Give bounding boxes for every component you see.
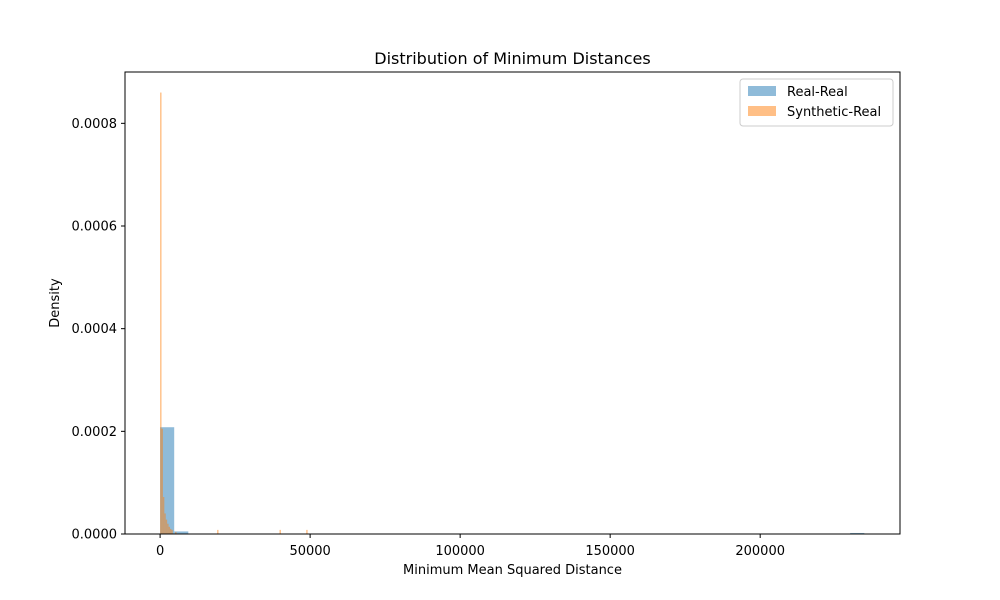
bar-synthetic-real-12 — [306, 529, 308, 534]
bar-synthetic-real-7 — [169, 528, 172, 534]
legend-swatch-synthetic-real — [748, 106, 776, 116]
bar-synthetic-real-8 — [171, 529, 173, 534]
bars-layer — [160, 92, 865, 535]
x-tick-label: 0 — [156, 544, 164, 559]
bar-synthetic-real-2 — [162, 497, 165, 534]
legend-box — [739, 78, 894, 127]
bar-synthetic-real-5 — [167, 523, 169, 534]
bar-synthetic-real-3 — [164, 513, 166, 534]
x-tick-label: 200000 — [735, 544, 785, 559]
bar-synthetic-real-1 — [161, 428, 163, 534]
bar-real-real-2 — [850, 532, 865, 534]
x-tick-label: 100000 — [435, 544, 485, 559]
y-tick-label: 0.0004 — [72, 322, 118, 337]
x-axis-ticks: 0 50000 100000 150000 200000 — [156, 534, 785, 559]
bar-real-real-1 — [174, 531, 189, 534]
y-tick-label: 0.0000 — [72, 528, 118, 543]
y-axis-label: Density — [48, 278, 63, 328]
chart-title: Distribution of Minimum Distances — [374, 49, 650, 68]
bar-synthetic-real-4 — [165, 519, 168, 534]
legend-swatch-real-real — [748, 86, 776, 96]
legend-label-real-real: Real-Real — [787, 85, 848, 100]
bar-synthetic-real-6 — [168, 526, 170, 534]
plot-frame — [124, 71, 901, 535]
bar-synthetic-real-11 — [279, 529, 281, 534]
legend: Real-Real Synthetic-Real — [739, 78, 894, 127]
bar-synthetic-real-9 — [175, 531, 177, 534]
y-tick-label: 0.0006 — [72, 220, 118, 235]
y-axis-ticks: 0.0000 0.0002 0.0004 0.0006 0.0008 — [72, 117, 125, 543]
legend-label-synthetic-real: Synthetic-Real — [787, 105, 881, 120]
x-tick-label: 150000 — [585, 544, 635, 559]
bar-synthetic-real-10 — [217, 529, 219, 534]
bar-synthetic-real-0 — [160, 92, 162, 535]
y-tick-label: 0.0002 — [72, 425, 118, 440]
y-tick-label: 0.0008 — [72, 117, 118, 132]
x-axis-label: Minimum Mean Squared Distance — [403, 563, 622, 578]
x-tick-label: 50000 — [289, 544, 330, 559]
